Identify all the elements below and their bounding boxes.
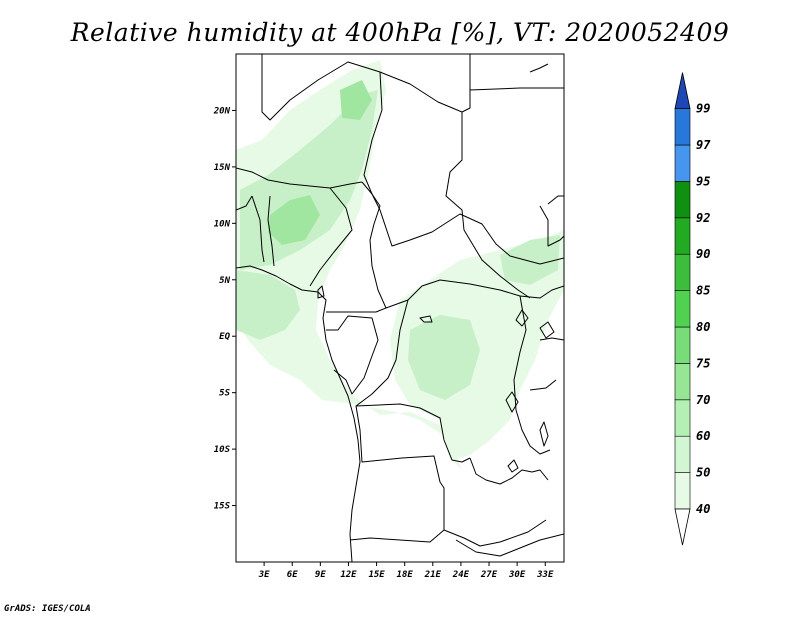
country-borders xyxy=(236,54,564,562)
colorbar-label: 40 xyxy=(696,502,710,516)
colorbar-label: 99 xyxy=(696,102,710,116)
border-angola xyxy=(355,405,547,547)
latitude-axis: 20N 15N 10N 5N EQ 5S 10S 15S xyxy=(213,106,236,512)
colorbar-label: 70 xyxy=(696,393,710,407)
grads-credit: GrADS: IGES/COLA xyxy=(4,604,91,614)
colorbar-segment xyxy=(674,217,691,255)
lon-tick-label: 15E xyxy=(368,570,385,580)
humidity-area-east xyxy=(500,235,560,285)
map-frame xyxy=(235,53,565,563)
colorbar-segment xyxy=(674,108,691,146)
lon-tick-label: 6E xyxy=(287,570,298,580)
colorbar-label: 97 xyxy=(696,138,711,152)
colorbar-segment xyxy=(674,363,691,401)
colorbar-below-arrow xyxy=(674,508,691,546)
page-title: Relative humidity at 400hPa [%], VT: 202… xyxy=(70,18,730,47)
lat-tick-label: EQ xyxy=(219,332,230,342)
border-south xyxy=(349,529,564,557)
humidity-shading xyxy=(236,60,564,470)
lake-outlines xyxy=(317,285,555,473)
colorbar-label: 92 xyxy=(696,211,710,225)
longitude-axis: 3E 6E 9E 12E 15E 18E 21E 24E 27E 30E 33E xyxy=(258,562,554,580)
lat-tick-label: 10S xyxy=(214,445,231,455)
lon-tick-label: 33E xyxy=(536,570,554,580)
humidity-area-coast xyxy=(236,270,300,340)
border-zambia xyxy=(469,457,549,485)
colorbar-label: 50 xyxy=(696,466,710,480)
border-chad-car xyxy=(361,181,564,265)
border-nigeria-cameroon xyxy=(309,187,353,287)
lat-tick-label: 5N xyxy=(219,276,230,286)
border-niger-chad xyxy=(379,54,471,113)
border-sahel-south xyxy=(236,167,363,189)
lat-tick-label: 10N xyxy=(214,219,231,229)
border-drc-east xyxy=(513,295,551,455)
border-northeast xyxy=(469,63,564,205)
border-sudan xyxy=(445,112,531,299)
humidity-area-basin xyxy=(408,315,480,400)
border-west-coast xyxy=(236,195,275,267)
lat-tick-label: 20N xyxy=(213,106,231,116)
lon-tick-label: 18E xyxy=(397,570,414,580)
colorbar: 40 50 60 70 75 80 85 90 92 95 97 99 xyxy=(674,72,711,546)
border-congo xyxy=(326,315,379,395)
colorbar-segment xyxy=(674,435,691,473)
lon-tick-label: 30E xyxy=(508,570,526,580)
colorbar-segment xyxy=(674,253,691,291)
colorbar-label: 85 xyxy=(696,284,710,298)
border-sahara-west xyxy=(261,54,381,121)
colorbar-segment xyxy=(674,472,691,510)
lon-tick-label: 21E xyxy=(424,570,442,580)
colorbar-segment xyxy=(674,290,691,328)
colorbar-label: 60 xyxy=(696,429,710,443)
colorbar-above-arrow xyxy=(674,72,691,109)
humidity-area-sahel xyxy=(268,195,320,245)
colorbar-label: 90 xyxy=(696,247,710,261)
border-cameroon-car xyxy=(326,239,387,313)
border-drc-west xyxy=(355,299,471,463)
colorbar-segment xyxy=(674,326,691,364)
colorbar-label: 75 xyxy=(696,356,710,370)
lon-tick-label: 3E xyxy=(258,570,270,580)
colorbar-label: 95 xyxy=(696,174,710,188)
humidity-area-north xyxy=(340,80,372,120)
colorbar-segment xyxy=(674,399,691,437)
lat-tick-label: 5S xyxy=(219,389,230,399)
lat-tick-label: 15N xyxy=(214,163,231,173)
lat-tick-label: 15S xyxy=(214,502,231,512)
lon-tick-label: 27E xyxy=(480,570,498,580)
lon-tick-label: 9E xyxy=(315,570,326,580)
border-south-sudan xyxy=(539,205,564,247)
colorbar-label: 80 xyxy=(696,320,710,334)
lon-tick-label: 24E xyxy=(452,570,470,580)
coastline-gulf-of-guinea xyxy=(236,265,361,562)
lon-tick-label: 12E xyxy=(340,570,357,580)
colorbar-segment xyxy=(674,181,691,219)
colorbar-segment xyxy=(674,144,691,182)
border-east-lakes xyxy=(519,285,564,391)
border-chad-lake xyxy=(363,71,383,241)
